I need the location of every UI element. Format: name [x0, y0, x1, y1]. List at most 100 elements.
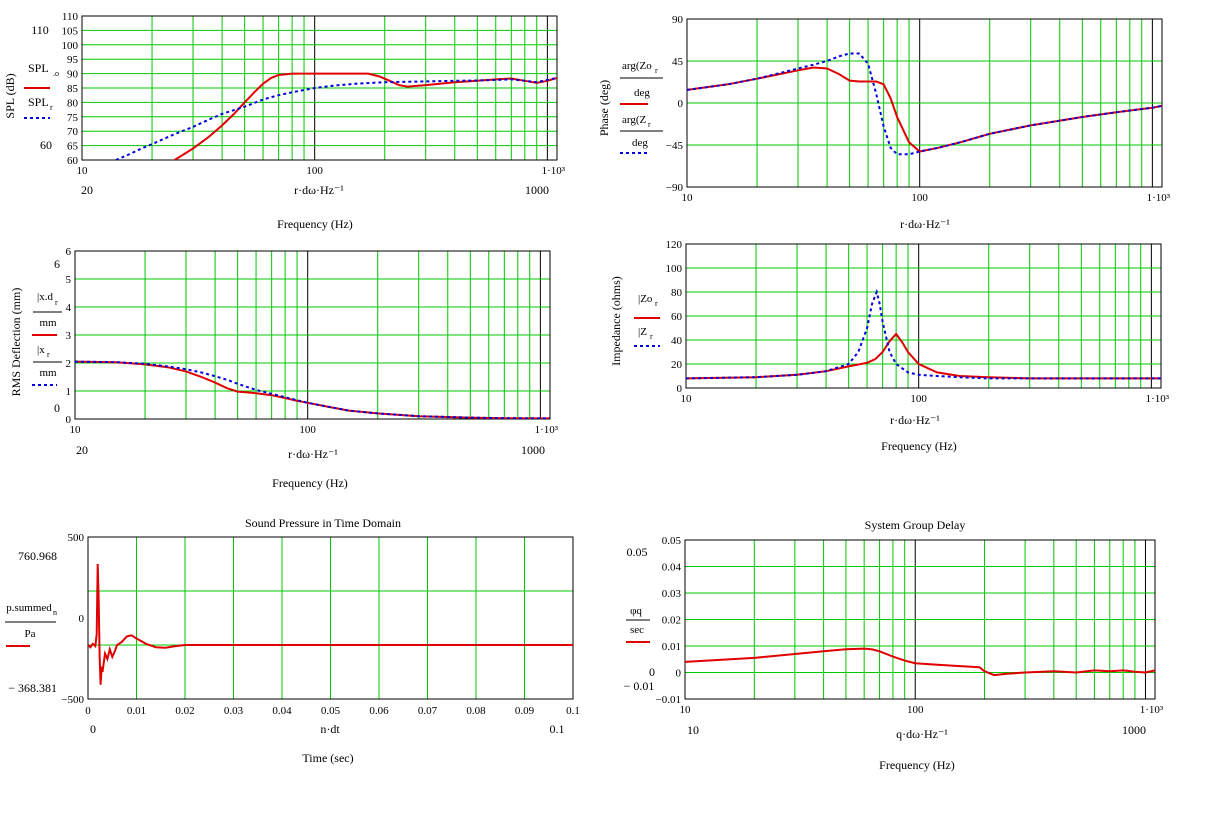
x-axis-label: Frequency (Hz): [277, 217, 353, 231]
legend-sub: r: [655, 66, 658, 75]
y-tick-label: 500: [68, 532, 85, 544]
y-tick-label: 80: [67, 97, 79, 109]
plot-frame: [81, 15, 558, 161]
x-tick-label: 100: [907, 704, 924, 716]
x-tick-label: 100: [306, 165, 323, 177]
y-tick-label: 0: [676, 668, 682, 680]
y-tick-label: 4: [66, 302, 72, 314]
chart-title: System Group Delay: [865, 518, 966, 532]
x-tick-label: 100: [299, 424, 316, 436]
series-line: [685, 647, 1155, 677]
x-tick-label: 0.04: [272, 705, 292, 717]
y-tick-label: −45: [666, 140, 684, 152]
y-tick-label: 65: [67, 141, 79, 153]
series-line: [687, 66, 1162, 153]
y-outer-label: 110: [31, 23, 49, 37]
y-tick-label: 0: [66, 414, 72, 426]
legend-label: p.summed: [6, 602, 52, 614]
legend-sub: r: [55, 298, 58, 307]
series-line: [686, 332, 1161, 380]
x-tick-label: 100: [911, 192, 928, 204]
chart-rms: 0 1 2 3 4 5 6 10 100 1·10³: [66, 246, 559, 436]
x-outer-label: 1000: [525, 183, 549, 197]
legend-label: arg(Z: [622, 114, 647, 126]
x-outer-label: 20: [81, 183, 93, 197]
legend-label: |x.d: [37, 291, 53, 303]
y-tick-label: −90: [666, 182, 684, 194]
x-tick-label: 1·10³: [1147, 192, 1171, 204]
y-outer-label: − 0.01: [624, 679, 655, 693]
legend-label: arg(Zo: [622, 60, 652, 72]
series-line: [75, 360, 550, 419]
x-tick-label: 0.03: [224, 705, 244, 717]
y-tick-label: 100: [666, 263, 683, 275]
x-tick-label: 100: [910, 393, 927, 405]
x-axis-label: Time (sec): [302, 751, 353, 765]
y-axis-label: Phase (deg): [597, 80, 611, 136]
y-outer-label: 0: [649, 665, 655, 679]
legend-label: sec: [630, 624, 644, 636]
y-outer-label: 0.05: [627, 545, 648, 559]
x-outer-label: 20: [76, 443, 88, 457]
series-line: [686, 288, 1161, 380]
legend-label: deg: [632, 137, 648, 149]
y-axis-label: Impedance (ohms): [609, 276, 623, 366]
x-axis-label: Frequency (Hz): [879, 758, 955, 772]
y-tick-label: 6: [66, 246, 72, 258]
y-tick-label: 105: [62, 25, 79, 37]
x-tick-label: 0: [85, 705, 91, 717]
plot-frame: [684, 539, 1156, 700]
x-tick-label: 0.08: [466, 705, 486, 717]
y-outer-label: 6: [54, 257, 60, 271]
x-expression: r·dω·Hz⁻¹: [890, 413, 940, 427]
x-tick-label: 0.02: [175, 705, 194, 717]
series-line: [75, 360, 550, 419]
plot-frame: [87, 536, 574, 700]
x-outer-label: 1000: [1122, 723, 1146, 737]
plot-frame: [74, 250, 551, 420]
x-tick-label: 1·10³: [535, 424, 559, 436]
y-tick-label: 90: [672, 14, 684, 26]
y-min-label: − 368.381: [8, 681, 57, 695]
y-tick-label: 100: [62, 40, 79, 52]
x-axis-label: Frequency (Hz): [272, 476, 348, 490]
x-expression: n·dt: [320, 722, 340, 736]
x-tick-label: 0.01: [127, 705, 146, 717]
x-expression: r·dω·Hz⁻¹: [294, 183, 344, 197]
plot-frame: [686, 18, 1163, 188]
plot-frame: [685, 243, 1162, 389]
legend-label: mm: [39, 317, 57, 329]
legend-label: |x: [37, 344, 45, 356]
y-tick-label: 1: [66, 386, 72, 398]
y-tick-label: −0.01: [656, 694, 681, 706]
series-line: [88, 563, 573, 685]
x-expression: r·dω·Hz⁻¹: [288, 447, 338, 461]
legend-label: deg: [634, 87, 650, 99]
x-tick-label: 1·10³: [1140, 704, 1164, 716]
x-outer-label: 0.1: [550, 722, 565, 736]
legend-sub: r: [47, 350, 50, 359]
y-tick-label: 95: [67, 54, 79, 66]
y-tick-label: −500: [61, 694, 84, 706]
legend-label: |Z: [638, 326, 647, 338]
y-outer-label: 60: [40, 138, 52, 152]
y-tick-label: 0.03: [662, 588, 682, 600]
x-tick-label: 10: [77, 165, 89, 177]
y-tick-label: 0: [678, 98, 684, 110]
x-outer-label: 0: [90, 722, 96, 736]
y-tick-label: 45: [672, 56, 684, 68]
y-tick-label: 0.04: [662, 562, 682, 574]
legend-sub: r: [650, 332, 653, 341]
x-expression: q·dω·Hz⁻¹: [896, 727, 948, 741]
x-tick-label: 10: [70, 424, 82, 436]
x-tick-label: 10: [681, 393, 693, 405]
legend-sub: r: [648, 120, 651, 129]
series-line: [687, 52, 1162, 156]
legend-sub: n: [53, 608, 57, 617]
x-outer-label: 1000: [521, 443, 545, 457]
series-line: [115, 76, 557, 160]
x-tick-label: 0.07: [418, 705, 438, 717]
x-tick-label: 1·10³: [1146, 393, 1170, 405]
